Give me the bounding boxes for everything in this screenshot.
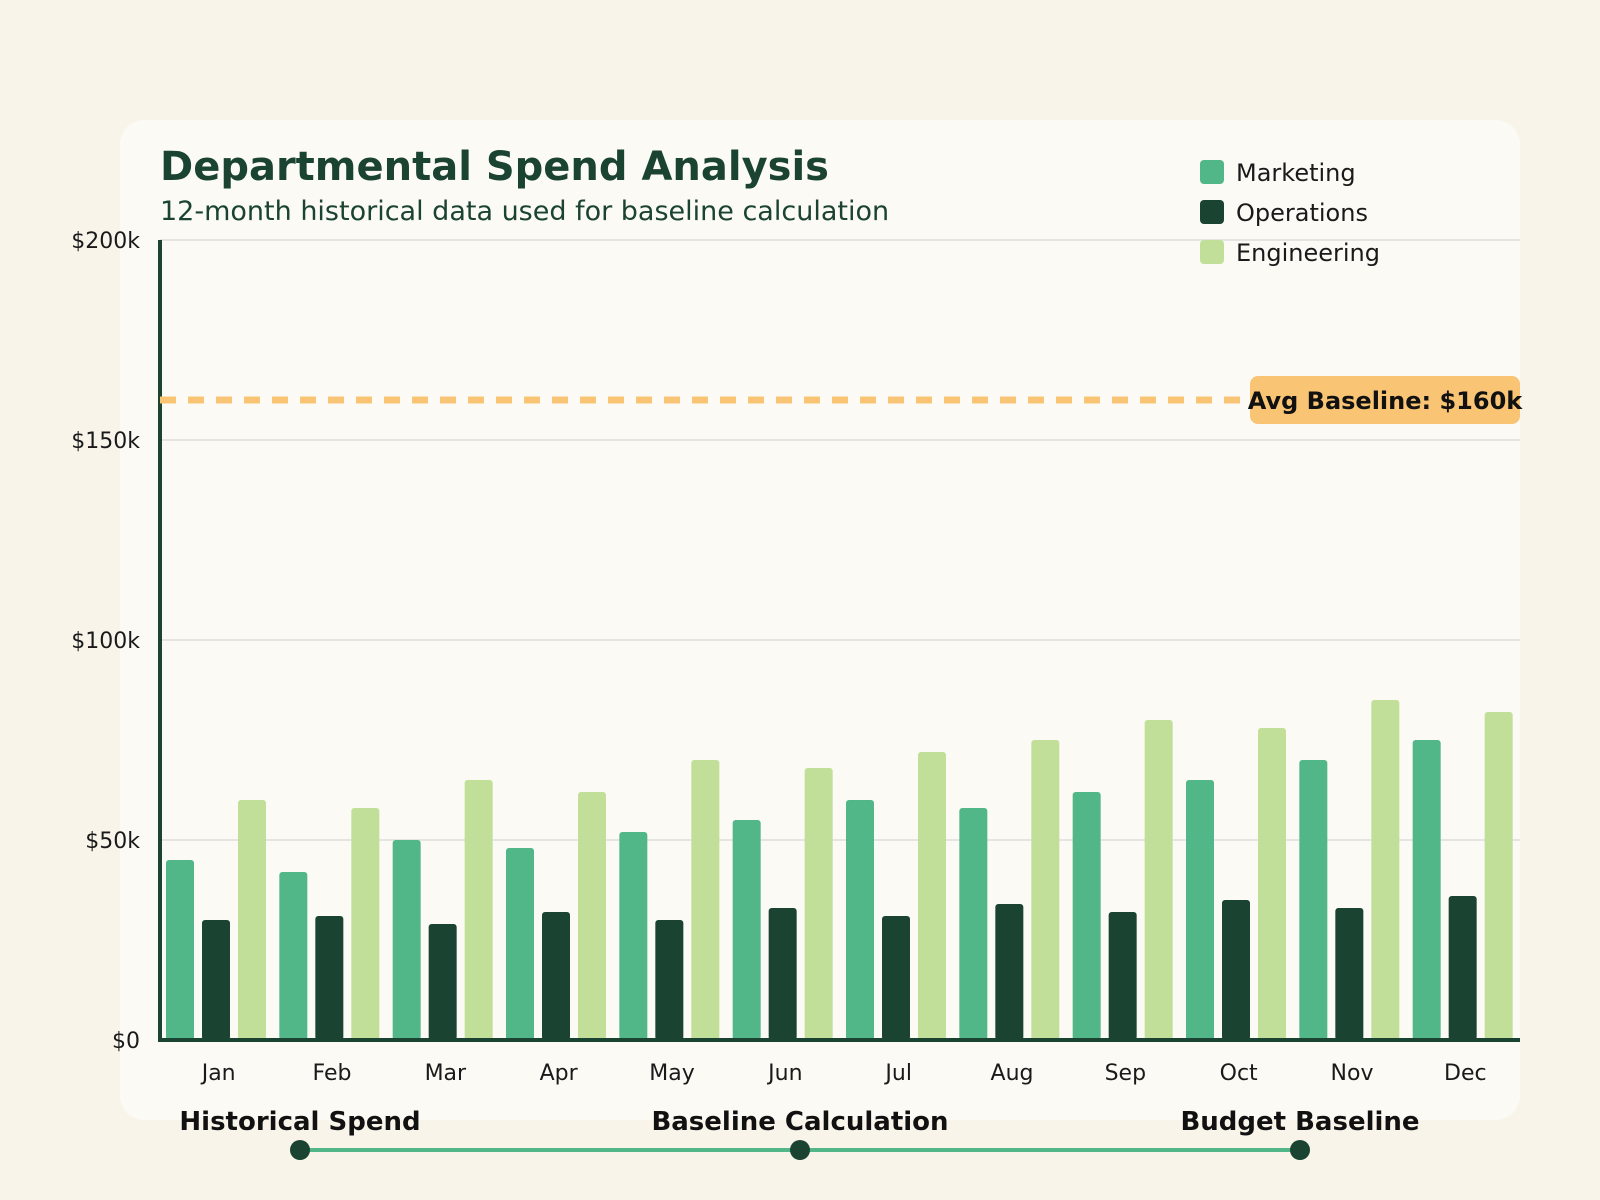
legend-label: Marketing [1236,159,1356,187]
bar-marketing [619,832,648,1040]
y-tick-label: $150k [71,429,140,454]
bar-marketing [392,840,421,1040]
bar-engineering [918,752,946,1040]
bar-marketing [846,800,874,1040]
gridlines [160,239,1520,841]
bar-operations [655,920,684,1040]
bar-marketing [166,860,194,1040]
bar-engineering [1484,712,1513,1040]
bar-operations [542,912,570,1040]
bar-marketing [1072,792,1101,1040]
x-axis-ticks: Jan Feb Mar Apr May Jun Jul Aug Sep Oct Nov Dec [200,1061,1487,1086]
x-tick-label: Dec [1444,1061,1487,1086]
x-tick-label: Jul [883,1061,912,1086]
bar-engineering [578,792,606,1040]
process-dot [790,1140,810,1160]
reference-line-group: Avg Baseline: $160k [160,376,1523,424]
bar-engineering [238,800,266,1040]
bar-engineering [464,780,493,1040]
bar-operations [995,904,1024,1040]
chart-subtitle: 12-month historical data used for baseli… [160,196,889,227]
process-flow: Historical Spend Baseline Calculation Budg… [179,1107,1420,1160]
bar-operations [1108,912,1137,1040]
process-step-label: Budget Baseline [1180,1107,1419,1137]
x-tick-label: Oct [1220,1061,1258,1086]
x-tick-label: Apr [540,1061,579,1086]
bar-operations [768,908,797,1040]
bar-marketing [732,820,761,1040]
bar-marketing [1186,780,1214,1040]
chart-title: Departmental Spend Analysis [160,144,829,190]
bar-engineering [351,808,380,1040]
bar-operations [1448,896,1477,1040]
bar-operations [1222,900,1250,1040]
process-dot [290,1140,310,1160]
bar-marketing [506,848,534,1040]
process-step-label: Historical Spend [179,1107,420,1137]
x-tick-label: Sep [1105,1061,1146,1086]
bar-engineering [1371,700,1400,1040]
x-tick-label: Jun [766,1061,802,1086]
bar-engineering [1031,740,1060,1040]
process-step-label: Baseline Calculation [651,1107,948,1137]
process-dot [1290,1140,1310,1160]
bar-engineering [804,768,833,1040]
bar-marketing [1299,760,1328,1040]
bar-marketing [279,872,308,1040]
legend-swatch [1200,160,1224,184]
bar-operations [202,920,230,1040]
bar-operations [315,916,344,1040]
legend: Marketing Operations Engineering [1200,159,1380,267]
bar-operations [428,924,457,1040]
y-tick-label: $50k [85,829,140,854]
x-tick-label: Mar [425,1061,467,1086]
legend-label: Operations [1236,199,1368,227]
bar-engineering [1144,720,1173,1040]
x-tick-label: Nov [1331,1061,1374,1086]
bar-operations [882,916,910,1040]
x-tick-label: Feb [313,1061,352,1086]
bars [166,700,1513,1040]
reference-badge [1250,376,1520,424]
bar-marketing [1412,740,1441,1040]
y-tick-label: $200k [71,229,140,254]
legend-swatch [1200,240,1224,264]
reference-label: Avg Baseline: $160k [1248,387,1524,415]
y-tick-label: $100k [71,629,140,654]
bar-engineering [691,760,720,1040]
x-tick-label: Aug [991,1061,1034,1086]
bar-marketing [959,808,988,1040]
bar-engineering [1258,728,1286,1040]
x-tick-label: May [649,1061,694,1086]
bar-operations [1335,908,1364,1040]
y-tick-label: $0 [112,1029,140,1054]
legend-label: Engineering [1236,239,1380,267]
legend-swatch [1200,200,1224,224]
y-axis-ticks: $0 $50k $100k $150k $200k [71,229,140,1054]
x-tick-label: Jan [200,1061,236,1086]
